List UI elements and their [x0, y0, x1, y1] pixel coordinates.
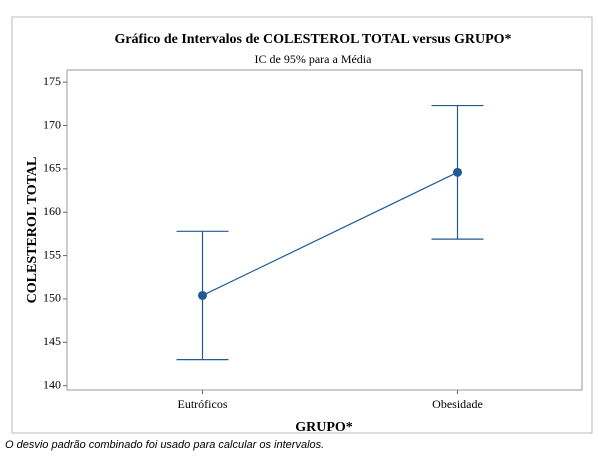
x-tick-label: Obesidade	[432, 397, 483, 411]
y-tick-label: 160	[43, 204, 61, 218]
chart-subtitle: IC de 95% para a Média	[255, 52, 373, 66]
y-tick-label: 155	[43, 247, 61, 261]
y-tick-label: 165	[43, 161, 61, 175]
y-tick-label: 150	[43, 291, 61, 305]
mean-marker	[198, 290, 207, 300]
mean-marker	[453, 167, 462, 177]
y-tick-label: 170	[43, 117, 61, 131]
chart-title: Gráfico de Intervalos de COLESTEROL TOTA…	[114, 32, 511, 47]
x-tick-label: Eutróficos	[178, 397, 228, 411]
y-tick-label: 145	[43, 334, 61, 348]
y-axis-title: COLESTEROL TOTAL	[25, 157, 40, 304]
x-axis-title: GRUPO*	[295, 420, 353, 435]
y-tick-label: 140	[43, 377, 61, 391]
connect-line	[202, 171, 458, 297]
plot-frame	[66, 69, 583, 391]
y-tick-label: 175	[43, 74, 61, 88]
footnote: O desvio padrão combinado foi usado para…	[5, 439, 324, 451]
